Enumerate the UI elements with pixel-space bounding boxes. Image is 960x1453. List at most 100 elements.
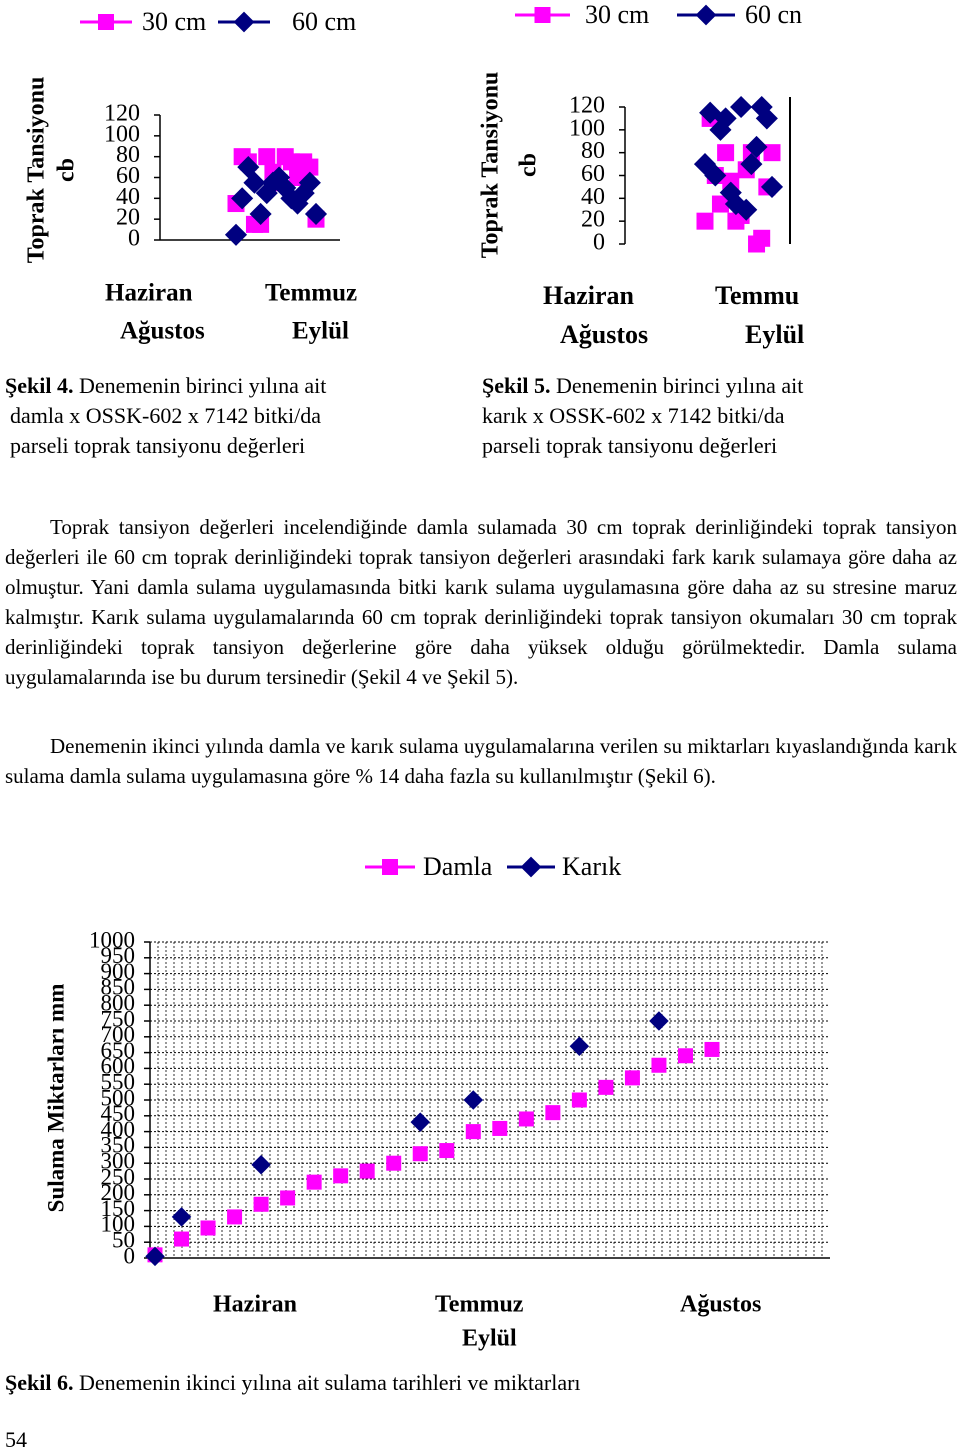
data-point (722, 172, 740, 190)
data-point (730, 95, 753, 119)
caption-line: damla x OSSK-602 x 7142 bitki/da (10, 403, 321, 428)
y-tick-label: 40 (116, 184, 140, 210)
data-point (696, 212, 714, 230)
data-point (649, 1011, 669, 1031)
data-point (704, 1041, 720, 1057)
data-point (624, 1070, 640, 1086)
y-tick-label: 60 (581, 161, 605, 187)
y-tick-label: 950 (101, 943, 136, 968)
y-tick-label: 40 (581, 184, 605, 210)
data-point (261, 171, 284, 194)
x-axis-label: Haziran (543, 281, 635, 310)
data-point (237, 156, 260, 179)
data-point (677, 1048, 693, 1064)
data-point (410, 1112, 430, 1132)
y-tick-label: 350 (101, 1133, 136, 1158)
legend-marker (534, 7, 551, 23)
data-point (333, 1168, 349, 1184)
data-point (174, 1231, 190, 1247)
x-axis-label: Eylül (462, 1326, 517, 1352)
x-axis-label: Eylül (745, 320, 804, 349)
legend-label: Karık (562, 852, 621, 881)
y-tick-label: 800 (101, 990, 136, 1015)
y-tick-label: 1000 (89, 927, 135, 952)
data-point (753, 229, 771, 247)
y-tick-label: 250 (101, 1164, 136, 1189)
y-axis-label: cb (54, 158, 80, 182)
caption-label: Şekil 6. (5, 1370, 73, 1395)
caption-line: parseli toprak tansiyonu değerleri (482, 433, 777, 458)
data-point (760, 175, 784, 198)
legend-label: Damla (423, 852, 493, 881)
legend-label: 30 cm (142, 7, 206, 36)
data-point (286, 192, 309, 215)
caption-text: damla x OSSK-602 x 7142 bitki/da (10, 403, 321, 428)
data-point (145, 1246, 165, 1267)
page-number: 54 (5, 1427, 27, 1452)
data-point (693, 153, 717, 176)
data-point (569, 1036, 590, 1057)
y-tick-label: 750 (101, 1006, 136, 1031)
y-tick-label: 600 (101, 1054, 136, 1079)
y-tick-label: 100 (569, 115, 605, 141)
data-point (439, 1143, 455, 1159)
paragraph: Denemenin ikinci yılında damla ve karık … (5, 734, 957, 788)
data-point (571, 1092, 587, 1108)
caption-text: Denemenin ikinci yılına ait sulama tarih… (79, 1370, 581, 1395)
data-point (704, 164, 727, 187)
x-axis-label: Eylül (292, 318, 349, 345)
caption-text: Denemenin birinci yılına ait (79, 373, 326, 398)
y-tick-label: 0 (593, 230, 605, 256)
data-point (255, 182, 278, 205)
data-point (545, 1105, 561, 1121)
data-point (386, 1155, 402, 1171)
data-point (745, 135, 768, 159)
y-tick-label: 120 (104, 101, 140, 127)
y-tick-label: 60 (116, 163, 140, 189)
data-point (651, 1057, 667, 1073)
data-point (711, 195, 729, 213)
y-tick-label: 0 (128, 226, 140, 252)
y-tick-label: 500 (101, 1085, 136, 1110)
x-axis-label: Haziran (213, 1292, 297, 1318)
caption-text: parseli toprak tansiyonu değerleri (10, 433, 305, 458)
data-point (359, 1163, 375, 1179)
y-tick-label: 200 (101, 1180, 136, 1205)
x-axis-label: Ağustos (560, 320, 648, 349)
legend-marker (233, 11, 255, 33)
x-axis-label: Haziran (105, 280, 193, 307)
y-axis-label: cb (516, 153, 542, 177)
data-point (763, 144, 781, 162)
data-point (243, 171, 266, 194)
data-point (465, 1124, 481, 1140)
data-point (412, 1146, 428, 1162)
y-tick-label: 450 (101, 1101, 136, 1126)
legend-label: 30 cm (585, 0, 649, 29)
legend-label: 60 cm (292, 7, 356, 36)
data-point (740, 153, 763, 176)
data-point (231, 187, 254, 210)
y-tick-label: 120 (569, 93, 605, 119)
y-tick-label: 850 (101, 975, 136, 1000)
y-tick-label: 650 (101, 1038, 136, 1063)
data-point (253, 1196, 269, 1212)
legend-marker (382, 859, 398, 875)
data-point (492, 1120, 508, 1136)
x-axis-label: Ağustos (120, 318, 205, 345)
data-point (463, 1090, 484, 1110)
caption-line: Şekil 6. Denemenin ikinci yılına ait sul… (5, 1370, 581, 1395)
legend-label: 60 cn (745, 0, 802, 29)
y-axis-label: Toprak Tansiyonu (478, 72, 504, 259)
data-point (598, 1079, 614, 1095)
caption-label: Şekil 4. (5, 373, 73, 398)
data-point (224, 223, 248, 246)
y-tick-label: 300 (101, 1148, 136, 1173)
x-axis-label: Ağustos (680, 1292, 761, 1318)
x-axis-label: Temmu (715, 281, 799, 310)
y-tick-label: 400 (101, 1117, 136, 1142)
data-point (249, 202, 272, 226)
y-tick-label: 100 (104, 121, 140, 147)
caption-text: parseli toprak tansiyonu değerleri (482, 433, 777, 458)
y-axis-label: Sulama Miktarları mm (43, 984, 68, 1213)
